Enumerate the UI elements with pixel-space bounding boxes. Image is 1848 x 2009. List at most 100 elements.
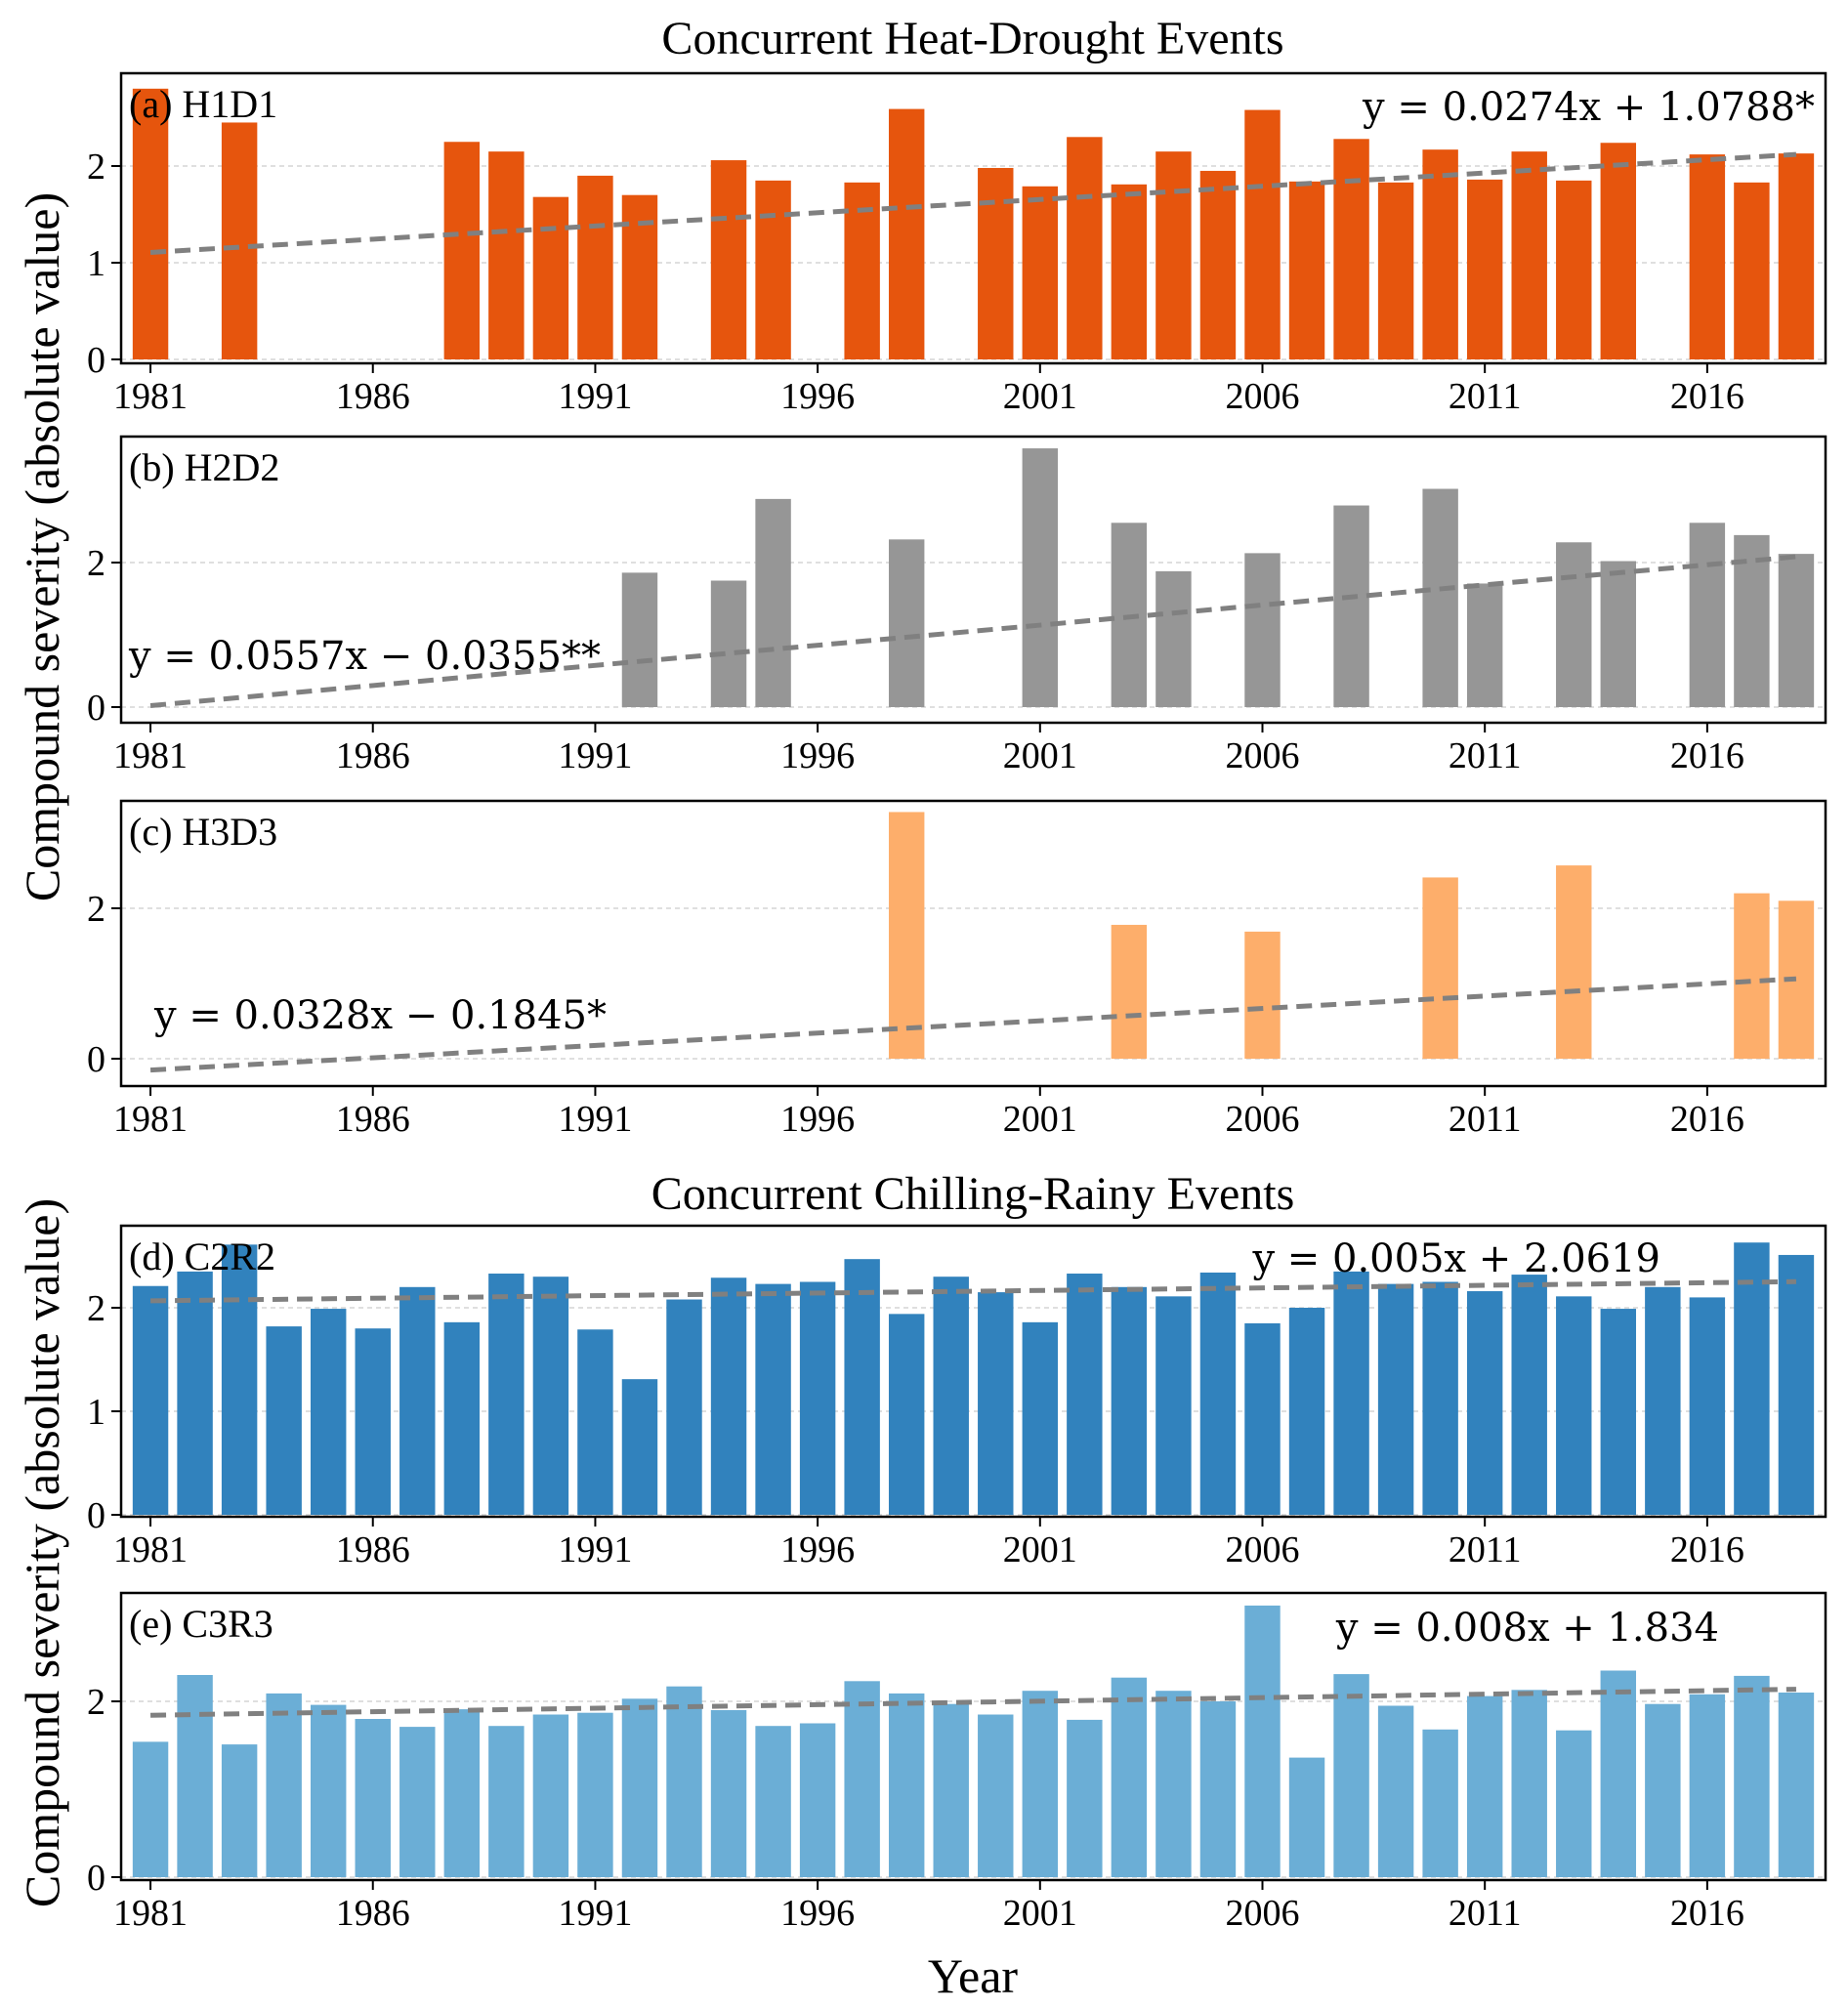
x-tick-label: 1986 — [336, 1529, 410, 1570]
panel-label: (e) C3R3 — [129, 1602, 273, 1646]
bar-1982 — [177, 1271, 213, 1515]
x-tick-label: 2001 — [1003, 376, 1077, 417]
panel-label: (d) C2R2 — [129, 1235, 275, 1278]
bar-1988 — [443, 1321, 481, 1515]
bar-2016 — [1689, 1694, 1726, 1877]
x-tick-label: 2016 — [1670, 1893, 1744, 1934]
y-tick-label: 2 — [87, 146, 105, 188]
x-tick-label: 2016 — [1670, 735, 1744, 776]
bar-1991 — [577, 1712, 613, 1877]
bar-1993 — [666, 1686, 702, 1877]
panel-a-h1d1: 0 1 2 1981 1986 1991 1996 2001 2006 2011 2016 (a) H… — [87, 71, 1827, 417]
trend-line — [149, 976, 1797, 1073]
bar-2003 — [1111, 184, 1148, 359]
bar-1983 — [221, 122, 258, 359]
y-tick-label: 0 — [87, 1039, 105, 1080]
bar-2012 — [1511, 1690, 1547, 1877]
bar-1981 — [132, 1741, 169, 1877]
bar-1994 — [710, 160, 747, 359]
bar-1990 — [532, 1277, 569, 1515]
x-tick-label: 1986 — [336, 735, 410, 776]
x-tick-label: 2006 — [1225, 1529, 1299, 1570]
bar-1996 — [799, 1723, 836, 1877]
bar-2000 — [978, 1292, 1014, 1515]
x-tick-label: 2001 — [1003, 1893, 1077, 1934]
x-tick-label: 1991 — [558, 1099, 632, 1140]
bar-2014 — [1600, 1670, 1637, 1877]
bar-2018 — [1778, 1693, 1815, 1877]
bar-2001 — [1022, 448, 1059, 707]
x-tick-label: 1986 — [336, 1099, 410, 1140]
bar-1991 — [577, 175, 613, 359]
bar-1996 — [799, 1281, 836, 1515]
bar-1992 — [621, 572, 658, 707]
bar-2006 — [1244, 931, 1281, 1059]
trend-equation: y = 0.0328x − 0.1845* — [153, 993, 607, 1038]
x-tick-label: 1981 — [113, 1893, 188, 1934]
bar-2005 — [1199, 1701, 1237, 1877]
bar-2000 — [978, 1714, 1014, 1877]
panel-label: (a) H1D1 — [129, 82, 277, 126]
bar-1998 — [888, 1314, 925, 1515]
y-axis-label-top: Compound severity (absolute value) — [15, 192, 69, 901]
bar-2013 — [1556, 1730, 1592, 1877]
bar-2009 — [1377, 1705, 1414, 1877]
trend-line — [150, 1687, 1796, 1718]
y-tick-label: 2 — [87, 1682, 105, 1723]
x-tick-label: 1996 — [780, 735, 855, 776]
bar-2006 — [1244, 553, 1281, 707]
bar-1999 — [933, 1703, 969, 1877]
bar-2004 — [1155, 1296, 1192, 1515]
bar-1995 — [755, 1283, 791, 1515]
x-tick-label: 1996 — [780, 1099, 855, 1140]
panel-e-c3r3: 0 2 1981 1986 1991 1996 2001 2006 2011 2016 (e) C3… — [87, 1591, 1827, 1934]
x-tick-label: 2016 — [1670, 1099, 1744, 1140]
bar-1983 — [221, 1244, 258, 1515]
axes-frame — [119, 1591, 1827, 1882]
x-tick-label: 2001 — [1003, 1529, 1077, 1570]
x-tick-label: 1996 — [780, 376, 855, 417]
trend-equation: y = 0.005x + 2.0619 — [1251, 1236, 1660, 1281]
bar-2018 — [1778, 554, 1815, 707]
x-tick-label: 1981 — [113, 735, 188, 776]
bar-2003 — [1111, 924, 1148, 1059]
bar-2008 — [1333, 139, 1369, 359]
bar-2016 — [1689, 154, 1726, 359]
bar-1994 — [710, 1710, 747, 1877]
bar-2014 — [1600, 561, 1637, 707]
bar-2011 — [1466, 1695, 1503, 1877]
x-tick-label: 2011 — [1449, 1529, 1522, 1570]
x-tick-label: 1981 — [113, 376, 188, 417]
bar-1981 — [132, 1285, 169, 1515]
axes-frame — [119, 1224, 1827, 1519]
y-tick-label: 0 — [87, 1495, 105, 1536]
bar-1983 — [221, 1744, 258, 1877]
bar-2002 — [1067, 137, 1103, 359]
bar-2002 — [1067, 1274, 1103, 1515]
bar-2017 — [1734, 182, 1770, 359]
bar-1984 — [266, 1693, 302, 1877]
trend-line — [149, 554, 1797, 708]
x-tick-label: 1996 — [780, 1529, 855, 1570]
bar-2017 — [1734, 1675, 1770, 1877]
bar-1984 — [266, 1326, 302, 1515]
bar-2017 — [1734, 1242, 1770, 1515]
bar-2013 — [1556, 865, 1592, 1059]
bar-1993 — [666, 1299, 702, 1515]
y-axis-label-bottom: Compound severity (absolute value) — [15, 1198, 69, 1907]
x-tick-label: 1991 — [558, 1893, 632, 1934]
panel-d-c2r2: 0 1 2 1981 1986 1991 1996 2001 2006 2011 2016 (d) C… — [87, 1224, 1827, 1570]
bar-2012 — [1511, 151, 1547, 359]
bar-2006 — [1244, 1322, 1281, 1515]
bar-2011 — [1466, 583, 1503, 707]
trend-line — [149, 151, 1797, 255]
bar-2009 — [1377, 182, 1414, 359]
bar-1992 — [621, 1698, 658, 1877]
x-tick-label: 1981 — [113, 1529, 188, 1570]
bar-2015 — [1645, 1286, 1681, 1515]
y-tick-label: 0 — [87, 688, 105, 729]
bar-1994 — [710, 1277, 747, 1515]
bar-2006 — [1244, 109, 1281, 359]
bar-2015 — [1645, 1703, 1681, 1877]
